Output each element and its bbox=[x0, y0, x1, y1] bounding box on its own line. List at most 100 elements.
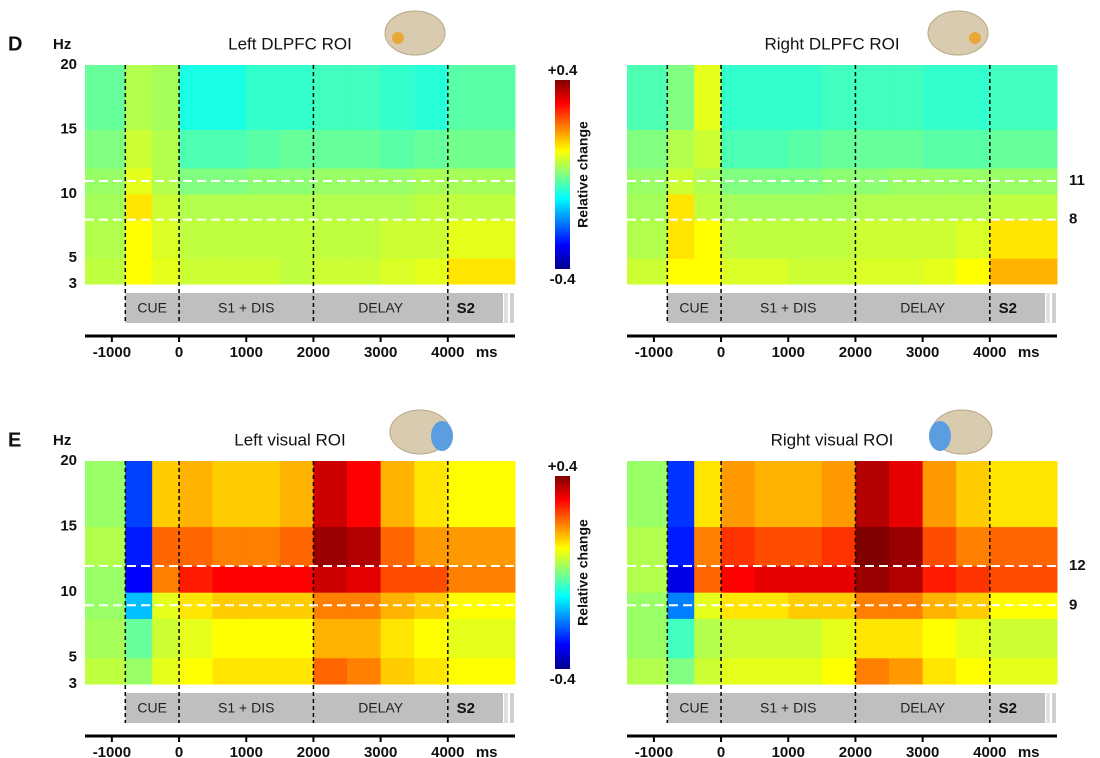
heatmap-cell bbox=[667, 565, 695, 593]
x-tick-label: 4000 bbox=[973, 744, 1006, 758]
y-tick-label: 20 bbox=[60, 452, 77, 469]
x-tick-label: 2000 bbox=[297, 344, 330, 361]
heatmap-cell bbox=[313, 129, 348, 169]
heatmap-cell bbox=[956, 65, 991, 130]
heatmap-cell bbox=[627, 129, 668, 169]
heatmap-cell bbox=[788, 526, 823, 567]
heatmap-cell bbox=[889, 657, 924, 685]
heatmap-cell bbox=[279, 219, 314, 259]
y-tick-label: 5 bbox=[69, 249, 77, 266]
heatmap-cell bbox=[721, 565, 756, 593]
heatmap-cell bbox=[627, 193, 668, 221]
heatmap-cell bbox=[313, 193, 348, 221]
heatmap-cell bbox=[380, 65, 415, 130]
heatmap-cell bbox=[821, 657, 856, 685]
heatmap-cell bbox=[922, 565, 957, 593]
heatmap-cell bbox=[627, 258, 668, 285]
heatmap-cell bbox=[694, 657, 722, 685]
epoch-label: S2 bbox=[457, 700, 475, 717]
y-tick-label: 3 bbox=[69, 675, 77, 692]
epoch-box bbox=[721, 693, 856, 723]
x-tick-label: 2000 bbox=[839, 744, 872, 758]
heatmap-cell bbox=[627, 657, 668, 685]
heatmap-cell bbox=[821, 565, 856, 593]
colorbar-tick-label: +0.4 bbox=[548, 62, 578, 79]
heatmap-cell bbox=[279, 129, 314, 169]
heatmap-cell bbox=[414, 657, 449, 685]
heatmap-cell bbox=[721, 219, 756, 259]
y-tick-label: 5 bbox=[69, 649, 77, 666]
heatmap-cell bbox=[125, 657, 153, 685]
heatmap-cell bbox=[754, 193, 789, 221]
panel-title: Left DLPFC ROI bbox=[228, 34, 352, 53]
heatmap-cell bbox=[125, 193, 153, 221]
x-tick-label: 4000 bbox=[431, 344, 464, 361]
x-tick-label: 3000 bbox=[906, 344, 939, 361]
x-tick-label: -1000 bbox=[93, 744, 131, 758]
heatmap-cell bbox=[85, 618, 126, 659]
heatmap-cell bbox=[246, 193, 281, 221]
epoch-box bbox=[989, 693, 1045, 723]
brain-icon bbox=[384, 10, 446, 56]
heatmap-cell bbox=[922, 657, 957, 685]
heatmap-cell bbox=[212, 129, 247, 169]
heatmap-cell bbox=[347, 657, 382, 685]
panel-title: Right visual ROI bbox=[771, 430, 894, 449]
heatmap-cell bbox=[667, 129, 695, 169]
epoch-label: DELAY bbox=[900, 700, 946, 716]
colorbar-tick-label: -0.4 bbox=[550, 271, 577, 288]
heatmap-cell bbox=[380, 461, 415, 528]
heatmap-cell bbox=[956, 657, 991, 685]
heatmap-cell bbox=[754, 565, 789, 593]
heatmap-cell bbox=[212, 219, 247, 259]
epoch-box bbox=[447, 693, 503, 723]
heatmap-cell bbox=[125, 565, 153, 593]
heatmap-cell bbox=[956, 618, 991, 659]
heatmap-cell bbox=[380, 129, 415, 169]
x-unit: ms bbox=[1018, 744, 1040, 758]
epoch-box bbox=[721, 293, 856, 323]
heatmap-cell bbox=[821, 618, 856, 659]
x-tick-label: 1000 bbox=[230, 744, 263, 758]
heatmap-cell bbox=[212, 657, 247, 685]
heatmap-cell bbox=[855, 129, 890, 169]
epoch-box bbox=[313, 293, 448, 323]
heatmap-cell bbox=[347, 461, 382, 528]
epoch-label: S2 bbox=[999, 700, 1017, 717]
x-tick-label: 0 bbox=[175, 744, 183, 758]
epoch-label: S2 bbox=[457, 300, 475, 317]
epoch-box bbox=[125, 693, 180, 723]
epoch-label: DELAY bbox=[358, 700, 404, 716]
heatmap-cell bbox=[152, 65, 180, 130]
heatmap-cell bbox=[380, 618, 415, 659]
heatmap-cell bbox=[447, 461, 516, 528]
heatmap-cell bbox=[414, 461, 449, 528]
heatmap-cell bbox=[627, 219, 668, 259]
heatmap-cell bbox=[754, 219, 789, 259]
heatmap-cell bbox=[627, 526, 668, 567]
heatmap-cell bbox=[414, 193, 449, 221]
heatmap-cell bbox=[754, 258, 789, 285]
heatmap-cell bbox=[956, 129, 991, 169]
brain-icon bbox=[389, 409, 453, 455]
heatmap-cell bbox=[212, 526, 247, 567]
epoch-label: DELAY bbox=[900, 300, 946, 316]
epoch-box bbox=[125, 293, 180, 323]
x-tick-label: 4000 bbox=[973, 344, 1006, 361]
heatmap-cell bbox=[246, 618, 281, 659]
heatmap-cell bbox=[447, 565, 516, 593]
heatmap-cell bbox=[380, 219, 415, 259]
heatmap-cell bbox=[889, 193, 924, 221]
heatmap-cell bbox=[380, 657, 415, 685]
x-unit: ms bbox=[1018, 344, 1040, 361]
heatmap-cell bbox=[313, 258, 348, 285]
heatmap-cell bbox=[212, 193, 247, 221]
heatmap-cell bbox=[212, 565, 247, 593]
heatmap-cell bbox=[85, 129, 126, 169]
heatmap-cell bbox=[414, 526, 449, 567]
colorbar bbox=[555, 476, 570, 669]
y-tick-label: 10 bbox=[60, 583, 77, 600]
heatmap-cell bbox=[447, 65, 516, 130]
heatmap-cell bbox=[246, 565, 281, 593]
heatmap-cell bbox=[855, 219, 890, 259]
